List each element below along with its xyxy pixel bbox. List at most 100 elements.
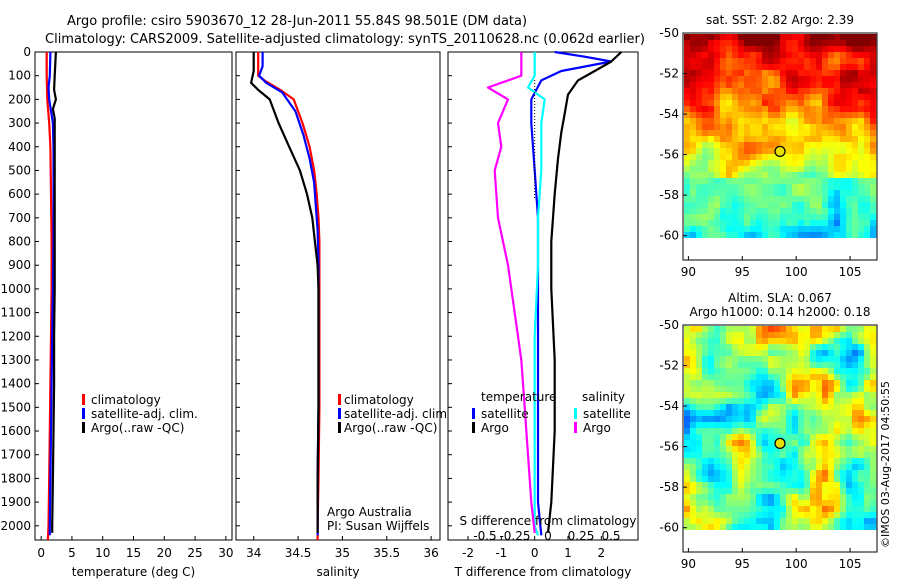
map-cell — [870, 52, 877, 59]
map-cell — [744, 500, 751, 507]
map-cell — [762, 344, 769, 351]
map-cell — [798, 488, 805, 495]
map-cell — [732, 226, 739, 233]
map-cell — [738, 184, 745, 191]
map-cell — [828, 464, 835, 471]
map-cell — [804, 368, 811, 375]
map-cell — [738, 112, 745, 119]
map-cell — [798, 518, 805, 525]
map-cell — [792, 404, 799, 411]
map-cell — [786, 476, 793, 483]
map-cell — [798, 350, 805, 357]
map-cell — [810, 88, 817, 95]
x-tick-label: 20 — [157, 546, 172, 560]
map-cell — [762, 422, 769, 429]
map-cell — [846, 326, 853, 333]
map-cell — [834, 476, 841, 483]
map-y-tick-label: -54 — [659, 107, 679, 121]
map-cell — [738, 232, 745, 239]
map-cell — [786, 58, 793, 65]
map-cell — [684, 416, 691, 423]
map-cell — [792, 100, 799, 107]
map-cell — [702, 130, 709, 137]
map-cell — [864, 154, 871, 161]
map-cell — [732, 326, 739, 333]
map-cell — [690, 326, 697, 333]
map-cell — [738, 106, 745, 113]
map-cell — [738, 142, 745, 149]
map-cell — [858, 404, 865, 411]
map-cell — [810, 202, 817, 209]
map-cell — [858, 94, 865, 101]
map-cell — [810, 374, 817, 381]
map-cell — [816, 386, 823, 393]
x-tick-label: 5 — [68, 546, 76, 560]
series-line-climatology — [45, 52, 53, 541]
map-cell — [756, 368, 763, 375]
map-cell — [846, 52, 853, 59]
map-cell — [696, 338, 703, 345]
map-cell — [792, 190, 799, 197]
map-cell — [864, 190, 871, 197]
map-cell — [810, 332, 817, 339]
map-cell — [810, 154, 817, 161]
map-cell — [696, 422, 703, 429]
y-tick-label: 800 — [8, 235, 31, 249]
map-cell — [750, 220, 757, 227]
map-cell — [684, 362, 691, 369]
map-cell — [768, 88, 775, 95]
map-cell — [780, 166, 787, 173]
map-cell — [804, 518, 811, 525]
map-cell — [690, 118, 697, 125]
map-cell — [846, 34, 853, 41]
map-cell — [702, 500, 709, 507]
map-cell — [822, 208, 829, 215]
map-cell — [762, 148, 769, 155]
map-cell — [852, 440, 859, 447]
map-cell — [774, 464, 781, 471]
map-cell — [846, 232, 853, 239]
map-cell — [726, 326, 733, 333]
map-cell — [852, 374, 859, 381]
map-cell — [858, 34, 865, 41]
y-tick-label: 1600 — [0, 424, 31, 438]
map-cell — [720, 500, 727, 507]
map-cell — [858, 226, 865, 233]
map-cell — [762, 100, 769, 107]
secondary-x-tick-label: 0.5 — [601, 529, 620, 543]
map-cell — [702, 434, 709, 441]
map-cell — [822, 440, 829, 447]
map-cell — [690, 500, 697, 507]
map-cell — [810, 440, 817, 447]
map-cell — [846, 416, 853, 423]
map-cell — [768, 338, 775, 345]
map-cell — [786, 350, 793, 357]
map-cell — [810, 494, 817, 501]
map-cell — [870, 506, 877, 513]
map-cell — [690, 434, 697, 441]
map-cell — [702, 190, 709, 197]
map-cell — [840, 410, 847, 417]
map-cell — [828, 410, 835, 417]
map-cell — [816, 190, 823, 197]
map-cell — [738, 160, 745, 167]
map-cell — [690, 464, 697, 471]
map-cell — [798, 166, 805, 173]
map-cell — [834, 184, 841, 191]
map-cell — [684, 470, 691, 477]
x-tick-label: 15 — [126, 546, 141, 560]
map-cell — [744, 130, 751, 137]
map-cell — [792, 148, 799, 155]
map-cell — [798, 214, 805, 221]
map-cell — [774, 380, 781, 387]
map-cell — [762, 464, 769, 471]
map-cell — [750, 190, 757, 197]
map-cell — [690, 208, 697, 215]
map-cell — [828, 362, 835, 369]
map-cell — [828, 344, 835, 351]
map-cell — [726, 374, 733, 381]
map-cell — [744, 52, 751, 59]
map-cell — [828, 148, 835, 155]
map-cell — [798, 416, 805, 423]
map-cell — [828, 142, 835, 149]
